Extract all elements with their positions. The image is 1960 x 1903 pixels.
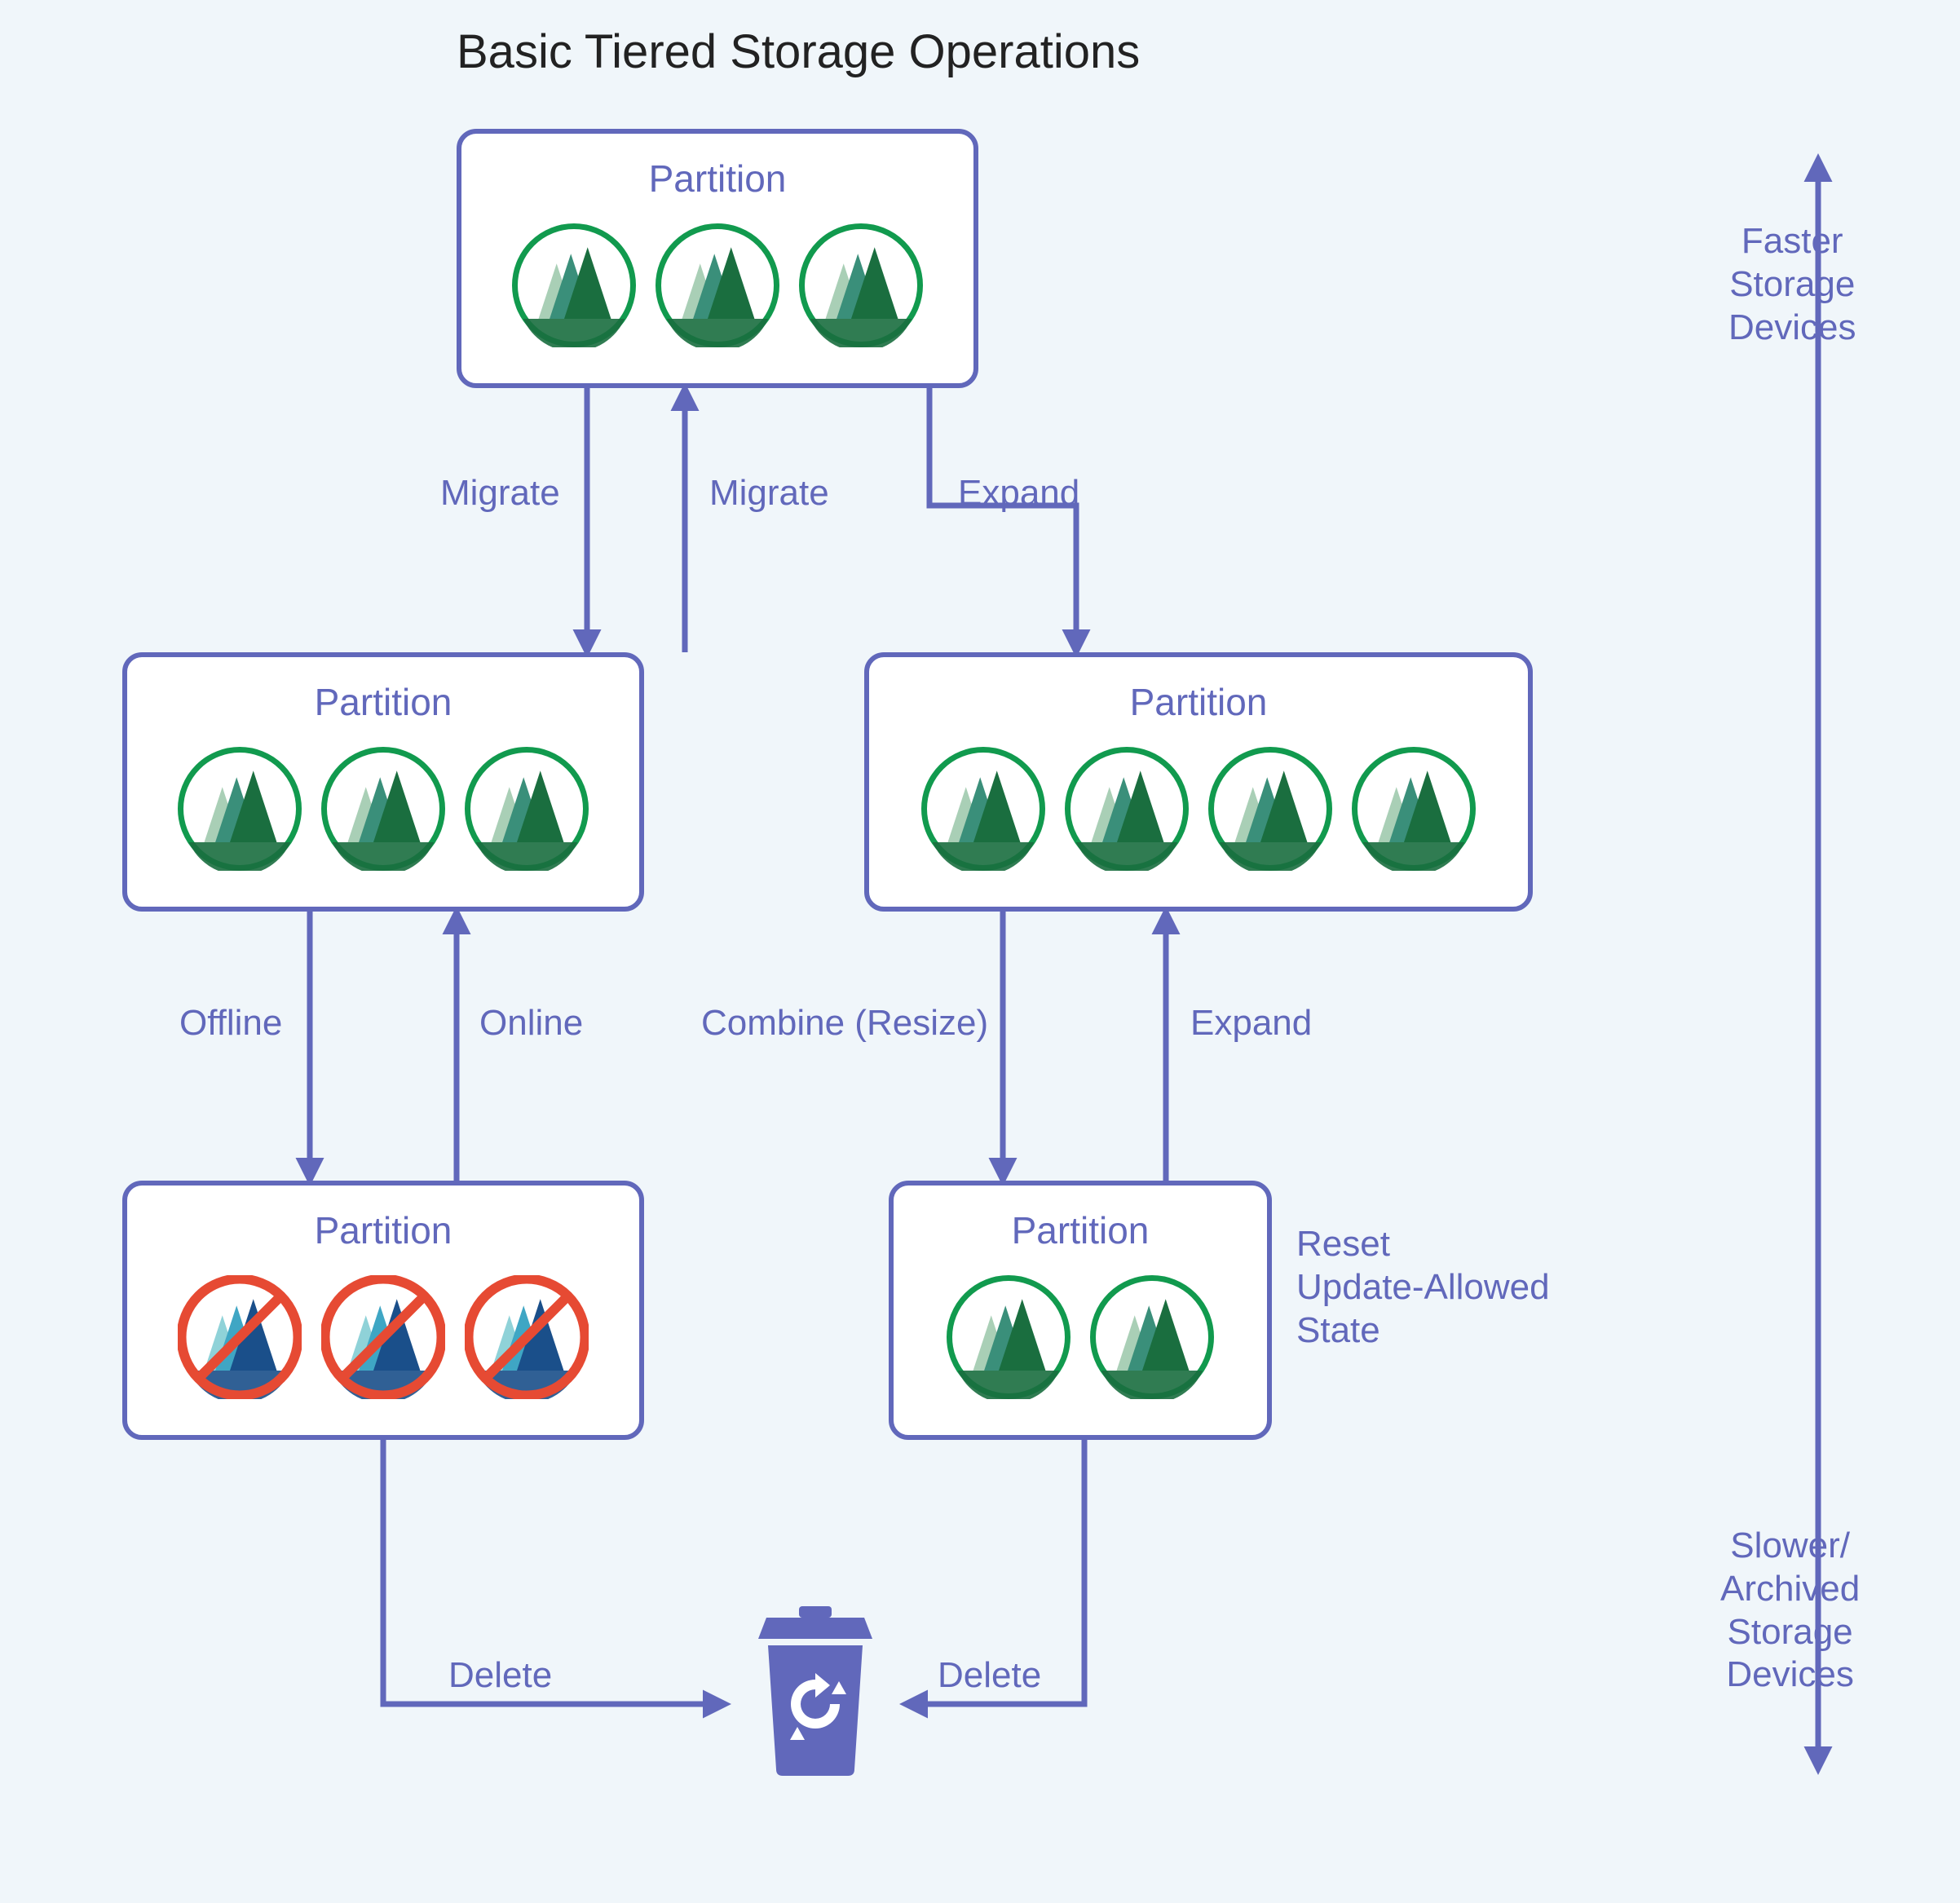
forest-icon bbox=[178, 747, 302, 871]
edge-label: Migrate bbox=[440, 473, 560, 514]
forest-row bbox=[127, 1275, 639, 1399]
forest-prohibited-icon bbox=[465, 1275, 589, 1399]
trash-icon bbox=[750, 1606, 881, 1782]
forest-icon bbox=[1352, 747, 1476, 871]
partition-label: Partition bbox=[461, 157, 973, 201]
partition-label: Partition bbox=[127, 1208, 639, 1252]
diagram-title: Basic Tiered Storage Operations bbox=[457, 24, 1140, 79]
forest-row bbox=[894, 1275, 1267, 1399]
partition-box: Partition bbox=[889, 1181, 1272, 1440]
partition-label: Partition bbox=[894, 1208, 1267, 1252]
edge-label: Delete bbox=[938, 1655, 1041, 1696]
forest-icon bbox=[799, 223, 923, 347]
forest-icon bbox=[512, 223, 636, 347]
forest-icon bbox=[947, 1275, 1070, 1399]
side-label: Faster Storage Devices bbox=[1728, 220, 1856, 349]
forest-prohibited-icon bbox=[321, 1275, 445, 1399]
arrow bbox=[383, 1440, 726, 1704]
forest-icon bbox=[321, 747, 445, 871]
arrows-layer bbox=[0, 0, 1960, 1903]
partition-label: Partition bbox=[127, 680, 639, 724]
partition-box: Partition bbox=[122, 1181, 644, 1440]
forest-row bbox=[461, 223, 973, 347]
partition-box: Partition bbox=[122, 652, 644, 912]
edge-label: Expand bbox=[1190, 1003, 1312, 1044]
forest-icon bbox=[656, 223, 779, 347]
edge-label: Expand bbox=[958, 473, 1079, 514]
partition-label: Partition bbox=[869, 680, 1528, 724]
edge-label: Delete bbox=[448, 1655, 552, 1696]
partition-box: Partition bbox=[864, 652, 1533, 912]
edge-label: Migrate bbox=[709, 473, 829, 514]
edge-label: Online bbox=[479, 1003, 583, 1044]
forest-icon bbox=[465, 747, 589, 871]
forest-prohibited-icon bbox=[178, 1275, 302, 1399]
forest-icon bbox=[1065, 747, 1189, 871]
forest-icon bbox=[1090, 1275, 1214, 1399]
forest-icon bbox=[1208, 747, 1332, 871]
edge-label: Reset Update-Allowed State bbox=[1296, 1223, 1550, 1352]
arrow bbox=[929, 388, 1076, 652]
diagram-canvas: Basic Tiered Storage Operations Partitio… bbox=[0, 0, 1960, 1903]
edge-label: Combine (Resize) bbox=[701, 1003, 988, 1044]
partition-box: Partition bbox=[457, 129, 978, 388]
forest-row bbox=[127, 747, 639, 871]
forest-row bbox=[869, 747, 1528, 871]
forest-icon bbox=[921, 747, 1045, 871]
edge-label: Offline bbox=[179, 1003, 282, 1044]
side-label: Slower/ Archived Storage Devices bbox=[1720, 1525, 1860, 1697]
